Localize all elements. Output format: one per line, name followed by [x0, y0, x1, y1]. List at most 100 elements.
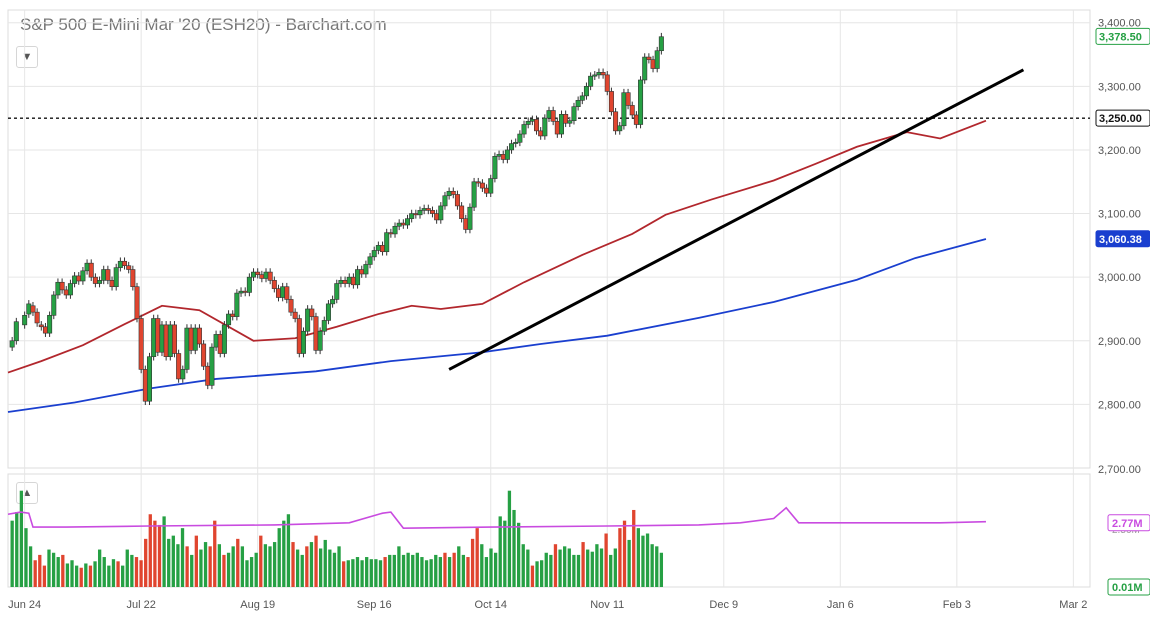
- candle: [122, 257, 128, 270]
- volume-bar: [121, 565, 125, 587]
- volume-bar: [277, 528, 281, 587]
- candle-body: [126, 265, 132, 270]
- candle: [134, 282, 140, 323]
- candle-body: [321, 320, 327, 332]
- candle: [434, 209, 440, 224]
- volume-bar: [15, 512, 19, 587]
- candle-body: [30, 305, 36, 313]
- candle: [563, 110, 569, 128]
- volume-bar: [563, 546, 567, 587]
- candle: [113, 263, 119, 291]
- volume-bar: [97, 549, 102, 587]
- candle-body: [658, 36, 664, 52]
- collapse-volume-pane-button[interactable]: ▲: [16, 482, 38, 504]
- candle: [146, 352, 152, 406]
- sma200-badge: 3,060.38: [1095, 230, 1150, 248]
- collapse-price-pane-button[interactable]: ▼: [16, 46, 38, 68]
- candle-body: [284, 286, 290, 300]
- candle-body: [217, 334, 223, 354]
- candle: [313, 312, 319, 355]
- candle-body: [355, 269, 361, 286]
- candle-body: [467, 206, 473, 230]
- candle: [246, 273, 252, 297]
- candle: [51, 291, 57, 320]
- candle-body: [488, 178, 494, 194]
- volume-bar: [263, 544, 268, 587]
- candle: [467, 203, 473, 234]
- candle: [600, 68, 606, 79]
- volume-bar: [590, 551, 594, 587]
- candle-body: [417, 210, 423, 216]
- volume-bar: [655, 546, 659, 587]
- volume-bar: [107, 565, 111, 587]
- x-tick-label: Nov 11: [590, 599, 624, 611]
- candle-body: [176, 353, 182, 380]
- candle: [429, 206, 435, 218]
- candle: [571, 102, 577, 125]
- candle-body: [184, 327, 190, 370]
- candle: [400, 219, 406, 229]
- volume-bar: [586, 549, 590, 587]
- candle-body: [434, 213, 440, 221]
- candle-body: [288, 299, 294, 313]
- candle-body: [159, 324, 165, 353]
- trendline: [448, 68, 1025, 371]
- volume-bar: [305, 546, 309, 587]
- candle-body: [26, 303, 32, 315]
- volume-bar: [521, 544, 525, 587]
- volume-bar: [51, 552, 56, 587]
- candle-body: [238, 290, 244, 294]
- candle-body: [180, 369, 186, 380]
- volume-bar: [659, 552, 664, 587]
- candle-body: [167, 324, 173, 357]
- volume-bar: [84, 563, 88, 587]
- candle-body: [130, 269, 136, 288]
- candle-body: [567, 120, 573, 124]
- x-tick-label: Jul 22: [126, 599, 155, 611]
- candle: [384, 228, 390, 256]
- volume-bar: [295, 549, 300, 587]
- candle: [604, 71, 610, 96]
- candle: [479, 179, 485, 192]
- y-tick-label: 2,700.00: [1098, 464, 1141, 476]
- volume-bar: [65, 563, 70, 587]
- candle-body: [571, 106, 577, 121]
- volume-bar: [332, 552, 337, 587]
- candle-body: [642, 56, 648, 81]
- candle: [80, 266, 86, 285]
- candle-body: [579, 95, 585, 101]
- candle-body: [500, 154, 506, 160]
- volume-bar: [116, 561, 120, 587]
- candle: [346, 273, 352, 288]
- volume-bar: [627, 539, 631, 587]
- candle-body: [292, 311, 298, 319]
- candle: [446, 187, 452, 200]
- candle: [375, 241, 381, 255]
- volume-average-badge-box: [1107, 514, 1150, 532]
- volume-bar: [286, 514, 291, 587]
- sma200-line: [7, 238, 987, 413]
- candle: [629, 101, 635, 119]
- candle-body: [425, 208, 431, 211]
- candle: [201, 340, 207, 371]
- candle: [117, 257, 123, 272]
- volume-bar: [484, 557, 489, 587]
- volume-bar: [291, 542, 295, 587]
- candle-body: [221, 324, 227, 354]
- candle-body: [92, 276, 98, 284]
- volume-bar: [323, 539, 327, 587]
- candle-body: [47, 315, 53, 334]
- candle: [142, 365, 148, 406]
- candle-body: [42, 326, 48, 334]
- volume-bar: [245, 560, 249, 587]
- volume-bar: [111, 559, 116, 587]
- volume-bar: [217, 544, 222, 587]
- x-tick-label: Jan 6: [827, 599, 854, 611]
- volume-bar: [438, 557, 443, 587]
- volume-bar: [365, 557, 369, 587]
- candle: [654, 46, 660, 73]
- candle-body: [471, 181, 477, 208]
- volume-bar: [576, 554, 581, 587]
- candle-body: [600, 72, 606, 76]
- price-axis: 2,800.00 2,900.00 3,000.00 3,100.00 3,200.00…: [1095, 18, 1150, 596]
